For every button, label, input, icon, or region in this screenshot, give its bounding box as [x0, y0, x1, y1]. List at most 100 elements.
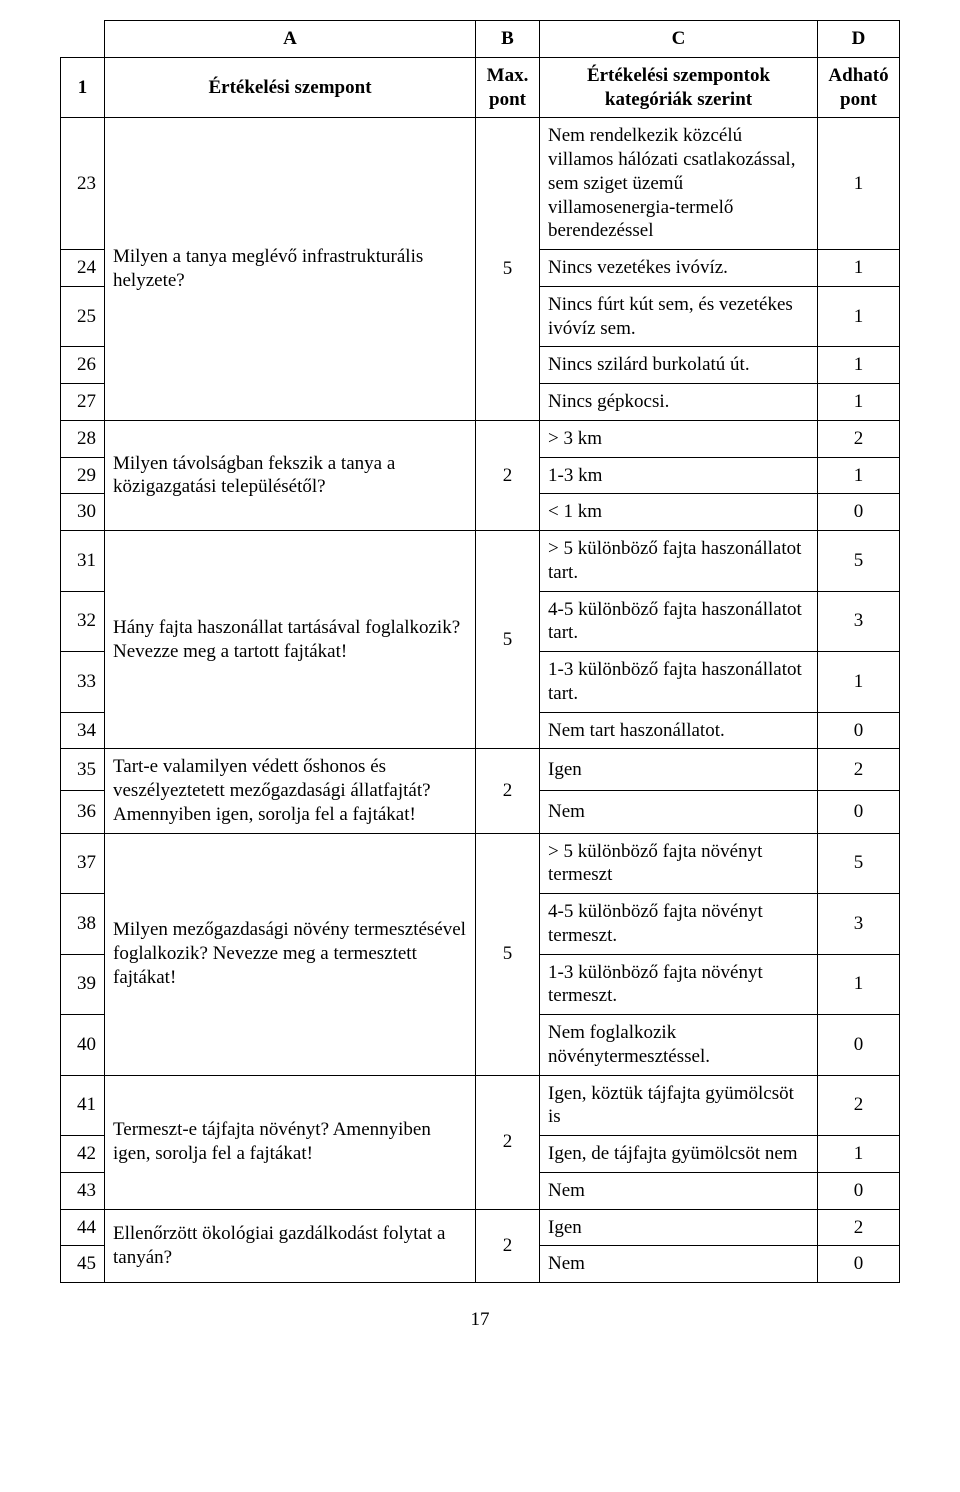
row-number: 37	[61, 833, 105, 894]
points-cell: 1	[818, 652, 900, 713]
category-cell: > 3 km	[540, 420, 818, 457]
points-cell: 0	[818, 494, 900, 531]
category-cell: 4-5 különböző fajta növényt termeszt.	[540, 894, 818, 955]
points-cell: 1	[818, 347, 900, 384]
points-cell: 0	[818, 1246, 900, 1283]
maxpoint-cell: 2	[476, 1209, 540, 1283]
category-cell: Nem foglalkozik növénytermesztéssel.	[540, 1015, 818, 1076]
row-number: 29	[61, 457, 105, 494]
row-number: 30	[61, 494, 105, 531]
category-cell: 1-3 km	[540, 457, 818, 494]
row-number: 40	[61, 1015, 105, 1076]
row-number: 44	[61, 1209, 105, 1246]
criteria-cell: Milyen a tanya meglévő infrastrukturális…	[105, 118, 476, 421]
category-cell: 1-3 különböző fajta haszonállatot tart.	[540, 652, 818, 713]
row-number: 23	[61, 118, 105, 250]
points-cell: 2	[818, 749, 900, 791]
points-cell: 1	[818, 384, 900, 421]
points-cell: 3	[818, 591, 900, 652]
criteria-cell: Termeszt-e tájfajta növényt? Amennyiben …	[105, 1075, 476, 1209]
blank-cell	[61, 21, 105, 58]
category-cell: Nincs vezetékes ivóvíz.	[540, 250, 818, 287]
category-cell: Igen, köztük tájfajta gyümölcsöt is	[540, 1075, 818, 1136]
category-cell: Nincs fúrt kút sem, és vezetékes ivóvíz …	[540, 286, 818, 347]
points-cell: 2	[818, 420, 900, 457]
row-number: 31	[61, 531, 105, 592]
evaluation-table: A B C D 1 Értékelési szempont Max. pont …	[60, 20, 900, 1283]
category-cell: 1-3 különböző fajta növényt termeszt.	[540, 954, 818, 1015]
row-number: 25	[61, 286, 105, 347]
maxpoint-cell: 2	[476, 1075, 540, 1209]
row-number: 26	[61, 347, 105, 384]
maxpoint-cell: 2	[476, 420, 540, 530]
table-row: 28 Milyen távolságban fekszik a tanya a …	[61, 420, 900, 457]
category-header: Értékelési szempontok kategóriák szerint	[540, 57, 818, 118]
points-cell: 0	[818, 1015, 900, 1076]
row-number: 27	[61, 384, 105, 421]
row-number: 35	[61, 749, 105, 791]
page-number: 17	[60, 1309, 900, 1331]
table-row: 1 Értékelési szempont Max. pont Értékelé…	[61, 57, 900, 118]
row-number: 39	[61, 954, 105, 1015]
table-row: 44 Ellenőrzött ökológiai gazdálkodást fo…	[61, 1209, 900, 1246]
table-row: 41 Termeszt-e tájfajta növényt? Amennyib…	[61, 1075, 900, 1136]
row-number: 42	[61, 1136, 105, 1173]
category-cell: Igen	[540, 749, 818, 791]
maxpoint-cell: 2	[476, 749, 540, 833]
category-cell: Nem	[540, 791, 818, 833]
points-cell: 0	[818, 791, 900, 833]
category-cell: Igen, de tájfajta gyümölcsöt nem	[540, 1136, 818, 1173]
points-cell: 1	[818, 954, 900, 1015]
category-cell: Nincs szilárd burkolatú út.	[540, 347, 818, 384]
table-row: 35 Tart-e valamilyen védett őshonos és v…	[61, 749, 900, 791]
document-page: A B C D 1 Értékelési szempont Max. pont …	[0, 0, 960, 1371]
category-cell: < 1 km	[540, 494, 818, 531]
points-cell: 1	[818, 457, 900, 494]
table-row: 23 Milyen a tanya meglévő infrastrukturá…	[61, 118, 900, 250]
points-cell: 0	[818, 712, 900, 749]
criteria-header: Értékelési szempont	[105, 57, 476, 118]
category-cell: Nem	[540, 1246, 818, 1283]
criteria-cell: Hány fajta haszonállat tartásával foglal…	[105, 531, 476, 749]
category-cell: Nincs gépkocsi.	[540, 384, 818, 421]
points-cell: 1	[818, 1136, 900, 1173]
points-cell: 2	[818, 1075, 900, 1136]
row-number: 36	[61, 791, 105, 833]
points-cell: 5	[818, 531, 900, 592]
category-cell: Nem	[540, 1172, 818, 1209]
category-cell: > 5 különböző fajta haszonállatot tart.	[540, 531, 818, 592]
row-number: 41	[61, 1075, 105, 1136]
points-cell: 1	[818, 118, 900, 250]
criteria-cell: Milyen mezőgazdasági növény termesztésév…	[105, 833, 476, 1075]
maxpoint-cell: 5	[476, 833, 540, 1075]
points-cell: 1	[818, 250, 900, 287]
row-number: 38	[61, 894, 105, 955]
table-row: 31 Hány fajta haszonállat tartásával fog…	[61, 531, 900, 592]
category-cell: > 5 különböző fajta növényt termeszt	[540, 833, 818, 894]
col-header-b: B	[476, 21, 540, 58]
row-number: 24	[61, 250, 105, 287]
criteria-cell: Milyen távolságban fekszik a tanya a köz…	[105, 420, 476, 530]
points-cell: 5	[818, 833, 900, 894]
category-cell: 4-5 különböző fajta haszonállatot tart.	[540, 591, 818, 652]
points-header: Adható pont	[818, 57, 900, 118]
table-row: A B C D	[61, 21, 900, 58]
category-cell: Nem tart haszonállatot.	[540, 712, 818, 749]
points-cell: 3	[818, 894, 900, 955]
row-number: 43	[61, 1172, 105, 1209]
points-cell: 2	[818, 1209, 900, 1246]
maxpoint-cell: 5	[476, 531, 540, 749]
row-number: 1	[61, 57, 105, 118]
criteria-cell: Tart-e valamilyen védett őshonos és vesz…	[105, 749, 476, 833]
row-number: 33	[61, 652, 105, 713]
table-row: 37 Milyen mezőgazdasági növény termeszté…	[61, 833, 900, 894]
row-number: 32	[61, 591, 105, 652]
col-header-c: C	[540, 21, 818, 58]
maxpoint-cell: 5	[476, 118, 540, 421]
row-number: 34	[61, 712, 105, 749]
category-cell: Igen	[540, 1209, 818, 1246]
col-header-d: D	[818, 21, 900, 58]
points-cell: 0	[818, 1172, 900, 1209]
points-cell: 1	[818, 286, 900, 347]
row-number: 28	[61, 420, 105, 457]
